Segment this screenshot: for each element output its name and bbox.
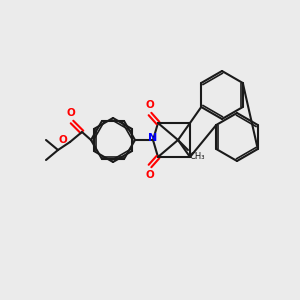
Text: N: N bbox=[148, 133, 158, 143]
Text: O: O bbox=[58, 135, 67, 145]
Text: O: O bbox=[146, 100, 154, 110]
Text: O: O bbox=[146, 170, 154, 180]
Text: CH₃: CH₃ bbox=[190, 152, 206, 161]
Text: O: O bbox=[67, 108, 75, 118]
